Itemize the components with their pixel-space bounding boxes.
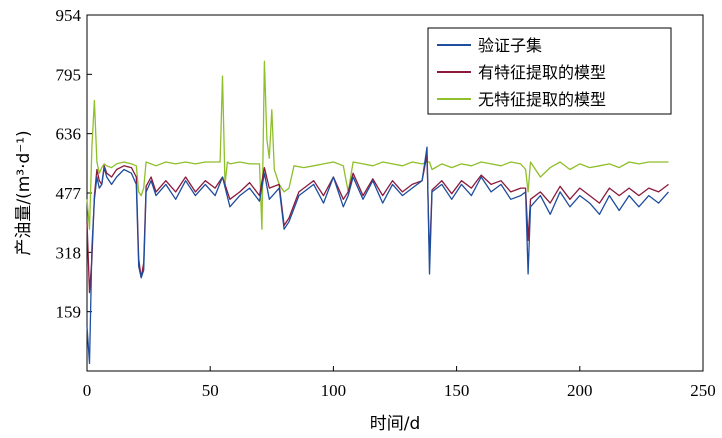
y-tick-label: 159 bbox=[56, 303, 82, 322]
series-line-0 bbox=[86, 146, 669, 365]
x-tick-label: 100 bbox=[321, 381, 347, 400]
legend-label-0: 验证子集 bbox=[478, 36, 542, 55]
x-tick-label: 200 bbox=[567, 381, 593, 400]
x-tick-label: 0 bbox=[83, 381, 92, 400]
y-tick-label: 954 bbox=[56, 6, 82, 25]
y-tick-label: 795 bbox=[56, 65, 82, 84]
series-line-2 bbox=[86, 60, 669, 230]
series-line-1 bbox=[86, 153, 669, 294]
legend-label-2: 无特征提取的模型 bbox=[478, 90, 606, 109]
y-tick-label: 318 bbox=[56, 243, 82, 262]
y-axis-title: 产油量/(m³·d⁻¹) bbox=[14, 130, 34, 255]
y-tick-label: 477 bbox=[56, 184, 82, 203]
x-axis-title: 时间/d bbox=[370, 414, 421, 434]
legend-label-1: 有特征提取的模型 bbox=[478, 63, 606, 82]
x-tick-label: 250 bbox=[690, 381, 716, 400]
series-layer bbox=[86, 60, 669, 365]
y-axis: 159 318 477 636 795 954 bbox=[56, 6, 92, 322]
x-axis: 0 50 100 150 200 250 bbox=[83, 366, 716, 400]
x-tick-label: 150 bbox=[444, 381, 470, 400]
y-tick-label: 636 bbox=[56, 125, 82, 144]
x-tick-label: 50 bbox=[202, 381, 219, 400]
